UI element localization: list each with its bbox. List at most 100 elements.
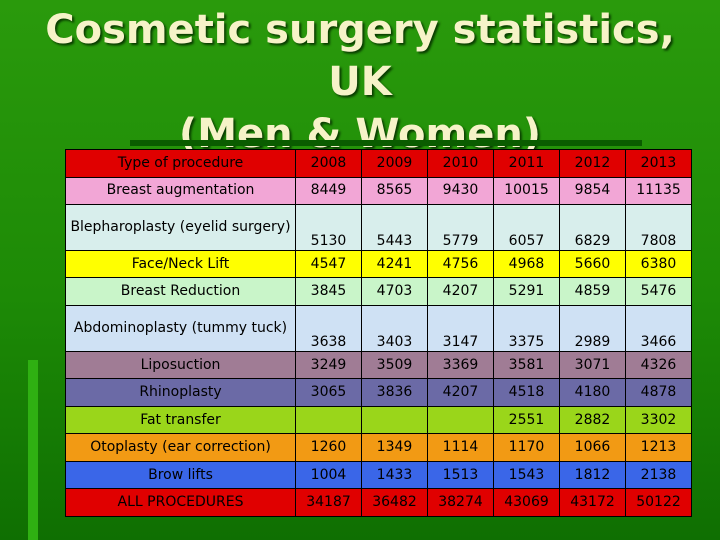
table-header-row: Type of procedure 2008 2009 2010 2011 2012 201…: [65, 149, 692, 178]
header-year: 2008: [295, 149, 362, 178]
table-row: Brow lifts 1004 1433 1513 1543 1812 2138: [65, 460, 692, 490]
value-cell: 4180: [559, 378, 626, 407]
value-cell: 7808: [625, 204, 692, 251]
header-year: 2013: [625, 149, 692, 178]
procedure-name: Liposuction: [65, 350, 296, 380]
value-cell: 38274: [427, 488, 494, 517]
value-cell: 6057: [493, 204, 560, 251]
value-cell: 5130: [295, 204, 362, 251]
value-cell: 5779: [427, 204, 494, 251]
table-row: Liposuction 3249 3509 3369 3581 3071 4326: [65, 350, 692, 380]
procedure-name: Face/Neck Lift: [65, 249, 296, 279]
value-cell: 1543: [493, 460, 560, 490]
value-cell: 3302: [625, 405, 692, 435]
value-cell: 9854: [559, 176, 626, 206]
value-cell: 8565: [361, 176, 428, 206]
value-cell: 10015: [493, 176, 560, 206]
value-cell: 3638: [295, 304, 362, 352]
value-cell: 4241: [361, 249, 428, 279]
decorative-bar-horizontal: [130, 140, 642, 146]
value-cell: 4207: [427, 277, 494, 306]
value-cell: 3071: [559, 350, 626, 380]
table-row: Blepharoplasty (eyelid surgery) 5130 5443 5…: [65, 204, 692, 251]
value-cell: 8449: [295, 176, 362, 206]
title-line-1: Cosmetic surgery statistics,: [45, 7, 675, 53]
value-cell: 3375: [493, 304, 560, 352]
procedure-name: Blepharoplasty (eyelid surgery): [65, 204, 296, 251]
value-cell: 36482: [361, 488, 428, 517]
value-cell: 1433: [361, 460, 428, 490]
value-cell: 43069: [493, 488, 560, 517]
value-cell: 43172: [559, 488, 626, 517]
slide-title: Cosmetic surgery statistics, UK (Men & W…: [0, 4, 720, 160]
value-cell: [295, 405, 362, 435]
value-cell: 1004: [295, 460, 362, 490]
table-row: Face/Neck Lift 4547 4241 4756 4968 5660 6380: [65, 249, 692, 279]
value-cell: 3249: [295, 350, 362, 380]
table-row: Rhinoplasty 3065 3836 4207 4518 4180 4878: [65, 378, 692, 407]
procedure-name: Fat transfer: [65, 405, 296, 435]
value-cell: [361, 405, 428, 435]
value-cell: 6380: [625, 249, 692, 279]
header-year: 2011: [493, 149, 560, 178]
value-cell: 1812: [559, 460, 626, 490]
value-cell: 4878: [625, 378, 692, 407]
value-cell: 5476: [625, 277, 692, 306]
table-row: Otoplasty (ear correction) 1260 1349 1114 11…: [65, 433, 692, 462]
value-cell: 2882: [559, 405, 626, 435]
value-cell: 1114: [427, 433, 494, 462]
procedure-name: Rhinoplasty: [65, 378, 296, 407]
value-cell: 1213: [625, 433, 692, 462]
value-cell: 3581: [493, 350, 560, 380]
header-year: 2009: [361, 149, 428, 178]
decorative-bar-vertical: [28, 360, 38, 540]
value-cell: 4756: [427, 249, 494, 279]
value-cell: 3466: [625, 304, 692, 352]
value-cell: 5443: [361, 204, 428, 251]
value-cell: 3836: [361, 378, 428, 407]
value-cell: [427, 405, 494, 435]
value-cell: 9430: [427, 176, 494, 206]
value-cell: 4968: [493, 249, 560, 279]
value-cell: 3845: [295, 277, 362, 306]
value-cell: 3065: [295, 378, 362, 407]
procedure-name: Abdominoplasty (tummy tuck): [65, 304, 296, 352]
value-cell: 3403: [361, 304, 428, 352]
value-cell: 1513: [427, 460, 494, 490]
table-row: Breast augmentation 8449 8565 9430 10015 9854…: [65, 176, 692, 206]
header-procedure: Type of procedure: [65, 149, 296, 178]
title-line-2: UK: [328, 59, 392, 105]
procedure-name: Breast augmentation: [65, 176, 296, 206]
value-cell: 4547: [295, 249, 362, 279]
value-cell: 50122: [625, 488, 692, 517]
value-cell: 3147: [427, 304, 494, 352]
value-cell: 5291: [493, 277, 560, 306]
value-cell: 1260: [295, 433, 362, 462]
procedure-name: ALL PROCEDURES: [65, 488, 296, 517]
value-cell: 5660: [559, 249, 626, 279]
value-cell: 2551: [493, 405, 560, 435]
header-year: 2010: [427, 149, 494, 178]
value-cell: 4326: [625, 350, 692, 380]
value-cell: 4703: [361, 277, 428, 306]
table-row: Fat transfer 2551 2882 3302: [65, 405, 692, 435]
header-year: 2012: [559, 149, 626, 178]
value-cell: 11135: [625, 176, 692, 206]
value-cell: 3509: [361, 350, 428, 380]
table-row: Abdominoplasty (tummy tuck) 3638 3403 3147 3…: [65, 304, 692, 352]
value-cell: 2138: [625, 460, 692, 490]
value-cell: 4518: [493, 378, 560, 407]
value-cell: 1066: [559, 433, 626, 462]
procedure-name: Otoplasty (ear correction): [65, 433, 296, 462]
value-cell: 1170: [493, 433, 560, 462]
value-cell: 4859: [559, 277, 626, 306]
value-cell: 34187: [295, 488, 362, 517]
statistics-table: Type of procedure 2008 2009 2010 2011 2012 201…: [65, 149, 692, 517]
value-cell: 2989: [559, 304, 626, 352]
table-row: ALL PROCEDURES 34187 36482 38274 43069 43172 5…: [65, 488, 692, 517]
value-cell: 6829: [559, 204, 626, 251]
procedure-name: Breast Reduction: [65, 277, 296, 306]
table-row: Breast Reduction 3845 4703 4207 5291 4859 5476: [65, 277, 692, 306]
value-cell: 3369: [427, 350, 494, 380]
value-cell: 4207: [427, 378, 494, 407]
